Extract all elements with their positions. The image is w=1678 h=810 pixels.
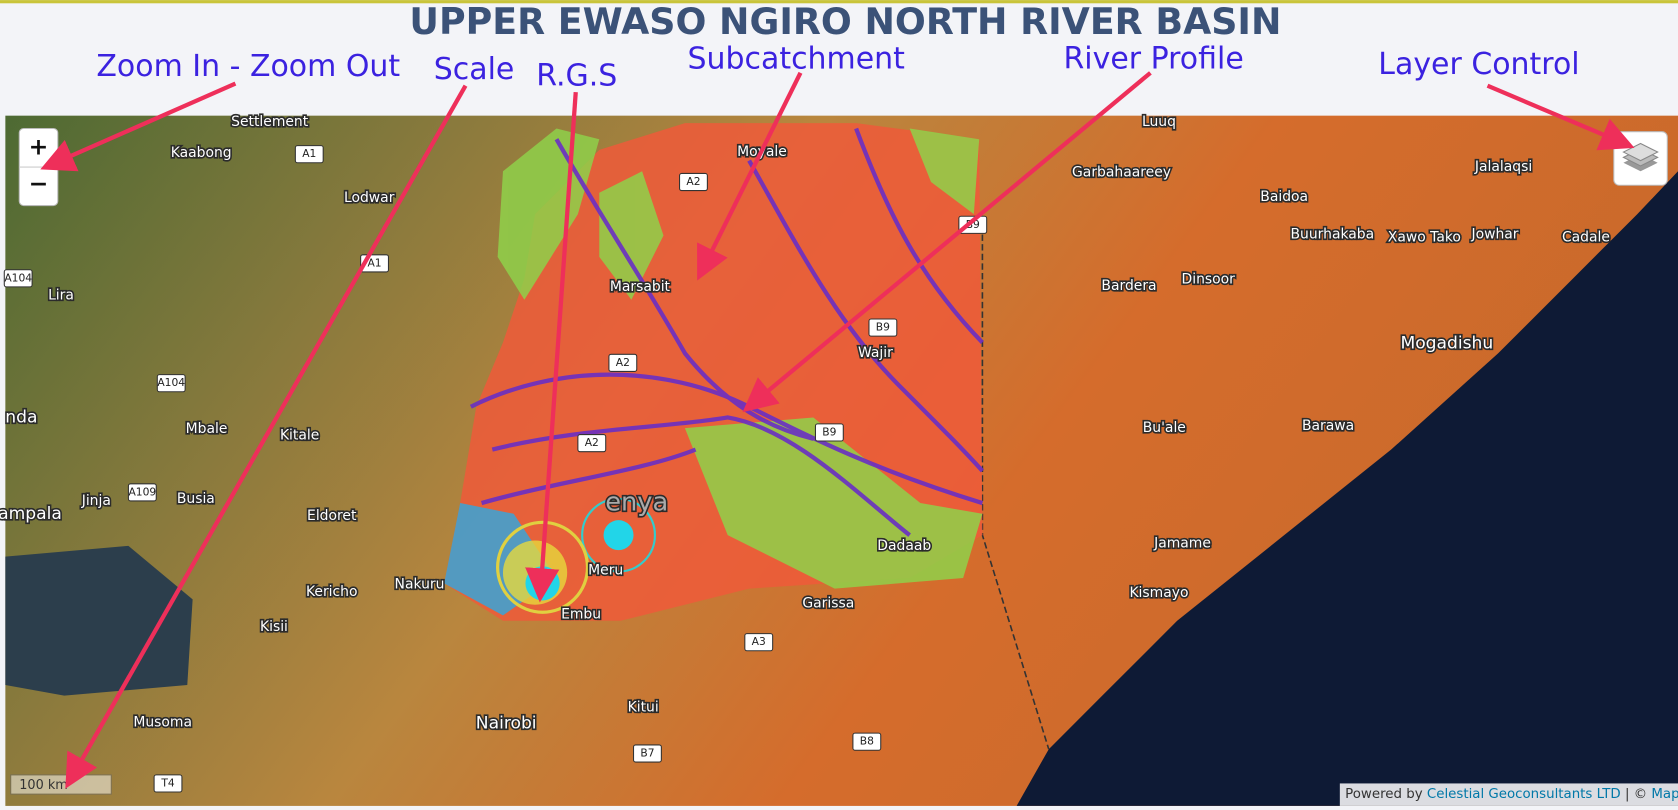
road-shield <box>744 633 774 652</box>
place-label: Garbahaareey <box>1072 164 1171 180</box>
road-label: A2 <box>585 436 599 449</box>
annotation-label: River Profile <box>1063 42 1243 77</box>
place-label: Kericho <box>306 584 358 600</box>
road-shield <box>608 353 638 372</box>
place-label: Nakuru <box>395 576 445 592</box>
place-label: Jalalaqsi <box>1474 159 1532 175</box>
place-label: Kismayo <box>1129 585 1188 601</box>
annotation-arrow <box>697 71 803 281</box>
place-label: Bardera <box>1101 278 1156 294</box>
place-label: Baidoa <box>1260 189 1308 205</box>
annotation-label: Zoom In - Zoom Out <box>96 49 400 84</box>
top-border <box>0 0 1678 4</box>
attr-prefix: Powered by <box>1345 787 1423 802</box>
place-label: Nairobi <box>476 714 537 734</box>
place-label: Jamame <box>1153 536 1211 552</box>
scale-label: 100 km <box>19 778 68 793</box>
annotation-arrow <box>65 84 468 789</box>
road-shield <box>156 374 186 393</box>
road-label: B9 <box>876 321 890 334</box>
place-label: Wajir <box>858 345 893 361</box>
place-label: Buurhakaba <box>1291 226 1375 242</box>
attr-sep: | © <box>1625 787 1647 802</box>
place-label: Kitale <box>280 428 319 444</box>
road-label: A1 <box>302 147 316 160</box>
place-label: Meru <box>588 562 623 578</box>
annotation-label: R.G.S <box>536 59 617 94</box>
road-label: A104 <box>4 271 32 284</box>
annotation-label: Layer Control <box>1378 47 1579 82</box>
road-shield <box>3 269 33 288</box>
place-label: nda <box>5 407 37 427</box>
border <box>981 224 1050 750</box>
road-shield <box>153 774 183 793</box>
annotation-label: Scale <box>434 52 515 87</box>
place-label: enya <box>605 488 668 518</box>
ocean <box>1016 171 1678 806</box>
road-label: A104 <box>157 376 185 389</box>
place-label: Jinja <box>81 493 111 509</box>
road-label: A2 <box>686 175 700 188</box>
place-label: Jowhar <box>1470 226 1518 242</box>
attribution: Powered by Celestial Geoconsultants LTD | … <box>1339 783 1678 806</box>
place-label: ampala <box>0 504 62 524</box>
road-shield <box>577 434 607 453</box>
road-label: A2 <box>616 356 630 369</box>
annotation-arrow <box>525 91 578 603</box>
page-title: UPPER EWASO NGIRO NORTH RIVER BASIN <box>409 0 1281 43</box>
map[interactable] <box>5 115 1678 806</box>
lake <box>5 545 193 696</box>
annotation-arrow <box>40 81 237 172</box>
annotation-arrow <box>1486 83 1635 151</box>
attr-link[interactable]: Mapbox <box>1651 787 1678 802</box>
place-label: Cadale <box>1562 230 1610 246</box>
attr-link[interactable]: Celestial Geoconsultants LTD <box>1427 787 1621 802</box>
place-label: Settlement <box>231 114 309 130</box>
road-shield <box>868 318 898 337</box>
road-shield <box>127 483 157 502</box>
green-patches <box>444 128 983 616</box>
place-label: Kaabong <box>171 145 232 161</box>
road-label: B8 <box>860 735 874 748</box>
layer-control[interactable] <box>1613 131 1668 186</box>
place-label: Dadaab <box>877 538 931 554</box>
place-label: Mbale <box>186 421 228 437</box>
road-label: B9 <box>822 425 836 438</box>
place-label: Dinsoor <box>1182 271 1236 287</box>
road-label: B7 <box>640 746 654 759</box>
road-shield <box>632 744 662 763</box>
zoom-control: + − <box>18 127 59 207</box>
road-shield <box>294 145 324 164</box>
place-label: Lira <box>48 287 74 303</box>
road-label: A109 <box>128 485 156 498</box>
place-label: Kitui <box>628 699 659 715</box>
place-label: Lodwar <box>344 190 395 206</box>
place-label: Barawa <box>1302 418 1354 434</box>
place-label: Busia <box>177 491 215 507</box>
zoom-out[interactable]: − <box>29 170 49 198</box>
road-shield <box>852 732 882 751</box>
annotation-arrow <box>742 71 1152 413</box>
place-label: Embu <box>561 606 601 622</box>
place-label: Marsabit <box>610 279 671 295</box>
place-label: Bu'ale <box>1143 420 1186 436</box>
place-label: Luuq <box>1142 114 1176 130</box>
annotation-label: Subcatchment <box>688 42 906 77</box>
place-label: Musoma <box>133 714 192 730</box>
road-label: A3 <box>752 635 766 648</box>
place-label: Xawo Tako <box>1388 230 1461 246</box>
road-shield <box>814 423 844 442</box>
road-label: T4 <box>160 776 175 789</box>
zoom-in[interactable]: + <box>29 132 49 160</box>
road-shield <box>679 172 708 192</box>
place-label: Garissa <box>802 596 854 612</box>
scale-bar: 100 km <box>10 774 112 795</box>
place-label: Mogadishu <box>1400 334 1493 354</box>
place-label: Eldoret <box>307 508 357 524</box>
road-label: A1 <box>367 256 381 269</box>
place-label: Kisii <box>260 619 288 635</box>
